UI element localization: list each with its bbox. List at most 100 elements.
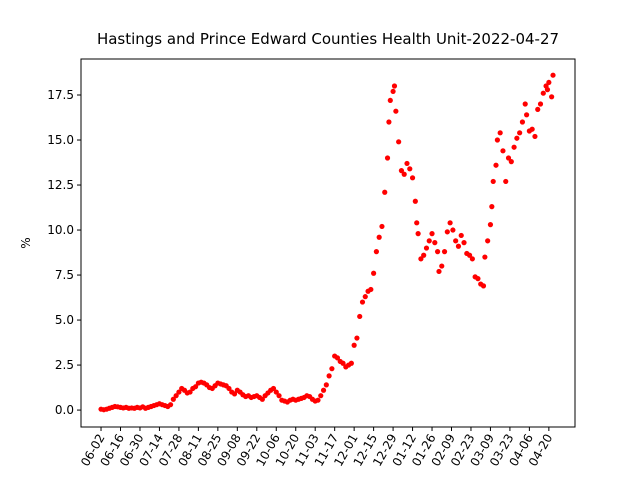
y-tick-label: 15.0 (47, 133, 74, 147)
point (550, 72, 556, 78)
point (379, 223, 385, 230)
point (423, 245, 430, 251)
point (320, 387, 327, 393)
y-tick-label: 5.0 (55, 313, 74, 327)
point (373, 249, 379, 255)
y-tick-label: 7.5 (55, 268, 74, 282)
point (444, 229, 450, 235)
y-axis-label: % (19, 237, 33, 248)
point (522, 101, 528, 107)
point (455, 243, 462, 249)
point (535, 106, 541, 113)
point (544, 87, 551, 93)
point (490, 178, 496, 185)
point (173, 393, 179, 399)
point (391, 83, 398, 89)
point (482, 254, 488, 260)
point (334, 355, 341, 361)
point (429, 231, 435, 237)
point (458, 232, 464, 239)
point (475, 276, 481, 282)
point (404, 160, 410, 167)
point (187, 389, 193, 395)
point (450, 227, 456, 233)
point (418, 256, 424, 262)
point (323, 382, 329, 388)
point (368, 286, 374, 293)
point (351, 342, 357, 348)
point (273, 389, 279, 395)
point (489, 204, 495, 210)
point (384, 155, 391, 161)
point (503, 178, 509, 185)
point (519, 119, 526, 125)
point (276, 393, 282, 399)
y-tick-label: 2.5 (55, 358, 74, 372)
chart-title: Hastings and Prince Edward Counties Heal… (97, 30, 559, 48)
point (537, 101, 544, 107)
point (524, 112, 530, 118)
plot-frame (80, 58, 576, 428)
point (371, 270, 377, 276)
point (441, 249, 448, 255)
point (226, 385, 232, 392)
point (382, 189, 388, 195)
point (167, 402, 174, 408)
point (500, 148, 506, 154)
point (485, 238, 491, 244)
point (409, 175, 416, 181)
point (315, 397, 321, 403)
point (487, 222, 494, 228)
point (505, 155, 512, 161)
point (549, 94, 555, 100)
point (494, 137, 500, 143)
point (396, 139, 402, 145)
point (259, 396, 265, 402)
point (376, 234, 382, 240)
point (407, 166, 413, 172)
point (514, 135, 520, 141)
point (480, 283, 487, 289)
point (540, 90, 546, 96)
point (493, 162, 499, 168)
point (436, 268, 442, 275)
point (340, 360, 346, 366)
point (318, 393, 324, 399)
point (453, 238, 459, 244)
point (270, 385, 277, 392)
point (329, 366, 335, 372)
point (517, 130, 523, 136)
point (412, 198, 418, 204)
point (529, 126, 535, 132)
y-tick-label: 0.0 (55, 403, 74, 417)
point (546, 79, 552, 86)
point (434, 249, 441, 255)
point (357, 313, 363, 320)
point (432, 240, 438, 246)
point (508, 159, 514, 165)
point (387, 97, 393, 104)
y-tick-label: 17.5 (47, 88, 74, 102)
point (192, 384, 199, 390)
point (511, 144, 517, 150)
point (386, 119, 392, 125)
point (497, 130, 503, 136)
point (170, 396, 176, 402)
y-tick-label: 12.5 (47, 178, 74, 192)
point (401, 171, 407, 177)
y-tick-label: 10.0 (47, 223, 74, 237)
point (466, 252, 473, 258)
point (415, 231, 421, 237)
point (326, 373, 332, 379)
point (176, 389, 182, 395)
point (390, 88, 396, 95)
point (398, 168, 405, 174)
point (532, 133, 538, 140)
point (362, 294, 368, 300)
point (421, 252, 427, 258)
point (231, 391, 238, 397)
point (354, 335, 360, 341)
point (414, 220, 420, 226)
point (447, 220, 453, 226)
